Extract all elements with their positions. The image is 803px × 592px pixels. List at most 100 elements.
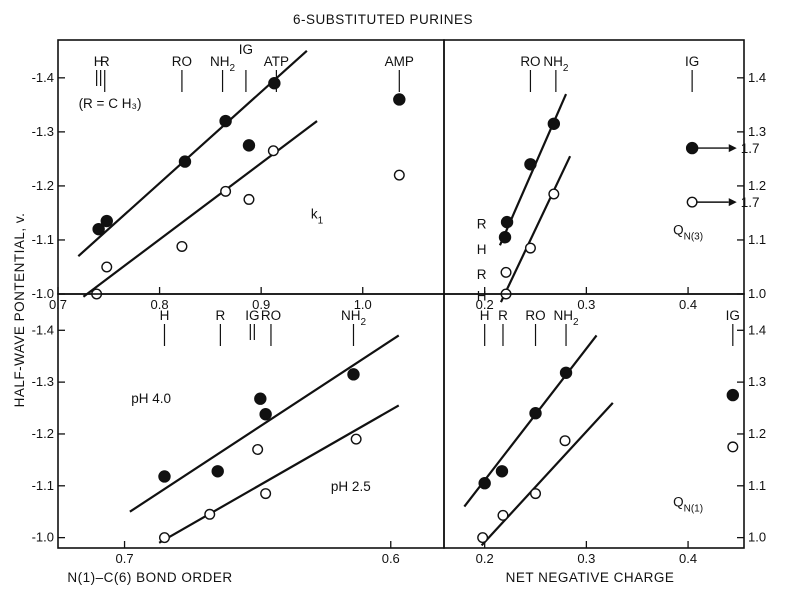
data-point-open bbox=[524, 242, 536, 254]
y-tick-label: 1.4 bbox=[748, 322, 766, 337]
data-point-open bbox=[176, 240, 188, 252]
panel-frame-top-right bbox=[443, 39, 745, 295]
data-point-filled bbox=[559, 366, 573, 379]
y-tick-label: -1.3 bbox=[32, 124, 54, 139]
substituent-label: ATP bbox=[264, 54, 289, 69]
data-point-filled bbox=[259, 408, 272, 421]
panel-group: 0.7 0.8 0.9 1.0-1.0-1.1-1.2-1.3-1.4HR RO NH2I… bbox=[32, 39, 766, 566]
panel-frame-top-left bbox=[57, 39, 445, 295]
x-tick-label: 0.2 bbox=[476, 297, 494, 312]
substituent-label: R bbox=[216, 308, 226, 323]
x-tick-label: 1.0 bbox=[354, 297, 372, 312]
substituent-label: RO bbox=[520, 54, 540, 69]
data-point-open bbox=[220, 185, 232, 197]
data-point-filled bbox=[178, 155, 192, 168]
x-tick-label: 0.4 bbox=[679, 551, 697, 566]
x-axis-title-left: N(1)–C(6) BOND ORDER bbox=[67, 570, 232, 585]
y-tick-label: 1.0 bbox=[748, 286, 766, 301]
x-tick-label: 0.6 bbox=[382, 551, 400, 566]
x-axis-title-right: NET NEGATIVE CHARGE bbox=[506, 570, 675, 585]
y-tick-label: 1.3 bbox=[748, 124, 766, 139]
data-point-open bbox=[477, 532, 489, 544]
data-point-open bbox=[260, 488, 272, 500]
figure-title: 6-SUBSTITUTED PURINES bbox=[293, 12, 473, 27]
data-point-filled bbox=[347, 368, 360, 381]
y-tick-label: 1.0 bbox=[748, 530, 766, 545]
data-point-filled bbox=[393, 93, 406, 106]
arrow-head bbox=[728, 144, 737, 153]
data-point-filled bbox=[685, 141, 699, 155]
data-point-open bbox=[500, 266, 512, 278]
data-point-filled bbox=[211, 465, 224, 478]
substituent-label: IG bbox=[245, 308, 259, 323]
data-point-filled bbox=[100, 214, 113, 228]
y-tick-label: 1.3 bbox=[748, 374, 766, 389]
side-label: H bbox=[477, 289, 487, 304]
x-tick-label: 0.4 bbox=[679, 297, 697, 312]
data-point-filled bbox=[478, 477, 491, 490]
y-tick-label: -1.0 bbox=[32, 530, 54, 545]
substituent-label: H bbox=[160, 308, 170, 323]
data-point-open bbox=[204, 508, 216, 520]
data-point-open bbox=[559, 435, 571, 447]
data-point-open bbox=[267, 145, 279, 157]
y-tick-label: -1.1 bbox=[32, 478, 54, 493]
data-point-open bbox=[686, 196, 698, 208]
substituent-label: H bbox=[94, 54, 104, 69]
y-tick-label: 1.1 bbox=[748, 478, 766, 493]
data-point-filled bbox=[524, 158, 537, 171]
data-point-filled bbox=[529, 407, 542, 420]
fit-line bbox=[158, 404, 400, 544]
data-point-open bbox=[252, 444, 264, 456]
x-tick-label: 0.8 bbox=[151, 297, 169, 312]
panel-annotation: QN(3) bbox=[673, 223, 703, 243]
data-point-open bbox=[243, 193, 255, 205]
marker-note: (R = C H₃) bbox=[79, 96, 142, 111]
y-tick-label: -1.3 bbox=[32, 374, 54, 389]
y-tick-label: 1.4 bbox=[748, 70, 766, 85]
y-tick-label: 1.2 bbox=[748, 178, 766, 193]
arrow-head bbox=[728, 198, 737, 207]
data-point-open bbox=[393, 169, 405, 181]
y-tick-label: -1.4 bbox=[32, 70, 54, 85]
data-point-filled bbox=[219, 114, 232, 128]
y-tick-label: -1.1 bbox=[32, 232, 54, 247]
series-label: pH 2.5 bbox=[331, 479, 371, 494]
y-tick-label: 1.1 bbox=[748, 232, 766, 247]
data-point-open bbox=[497, 509, 509, 521]
side-label: R bbox=[477, 267, 487, 282]
fit-line bbox=[499, 155, 572, 303]
substituent-label: H bbox=[480, 308, 490, 323]
y-tick-label: 1.2 bbox=[748, 426, 766, 441]
x-tick-label: 0.2 bbox=[476, 551, 494, 566]
data-point-open bbox=[530, 488, 542, 500]
substituent-label: RO bbox=[525, 308, 545, 323]
substituent-label: IG bbox=[685, 54, 699, 69]
data-point-filled bbox=[92, 222, 105, 236]
data-point-open bbox=[548, 188, 560, 200]
substituent-label: IG bbox=[726, 308, 740, 323]
substituent-label: AMP bbox=[385, 54, 414, 69]
arrow-label: 1.7 bbox=[741, 195, 760, 210]
fit-line bbox=[129, 334, 400, 513]
y-axis-title: HALF-WAVE PONTENTIAL, v. bbox=[12, 213, 27, 408]
panel-annotation: QN(1) bbox=[673, 495, 703, 515]
data-point-open bbox=[350, 433, 362, 445]
data-point-filled bbox=[254, 392, 267, 405]
y-tick-label: -1.4 bbox=[32, 322, 54, 337]
substituent-label: R bbox=[498, 308, 508, 323]
data-point-filled bbox=[495, 465, 509, 478]
x-tick-label: 0.9 bbox=[252, 297, 270, 312]
data-point-filled bbox=[242, 139, 256, 152]
x-tick-label: 0.3 bbox=[577, 551, 595, 566]
data-point-open bbox=[727, 441, 739, 453]
panel-frame-bottom-left bbox=[57, 293, 445, 549]
x-tick-label: 0.3 bbox=[577, 297, 595, 312]
substituent-label: IG bbox=[239, 42, 253, 57]
substituent-label: RO bbox=[261, 308, 281, 323]
data-point-filled bbox=[726, 388, 740, 402]
data-point-filled bbox=[158, 470, 171, 483]
panel-annotation: k1 bbox=[311, 206, 324, 226]
x-tick-label: 0.7 bbox=[116, 551, 134, 566]
data-point-filled bbox=[547, 117, 561, 130]
